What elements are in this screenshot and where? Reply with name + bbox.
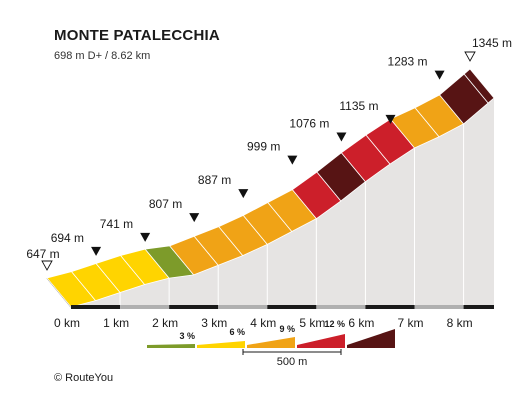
legend-grade-label: 9 % (279, 324, 295, 334)
elevation-label: 741 m (100, 217, 133, 231)
legend-swatch (297, 334, 345, 348)
chart-subtitle: 698 m D+ / 8.62 km (54, 50, 151, 62)
km-tick-label: 6 km (348, 316, 374, 330)
start-marker (41, 260, 53, 271)
profile-front-face (71, 98, 494, 307)
km-marker (91, 246, 102, 256)
elevation-label: 887 m (198, 173, 231, 187)
legend-swatch (247, 337, 295, 348)
legend-grade-label: 3 % (179, 331, 195, 341)
copyright-credit: © RouteYou (54, 372, 114, 384)
km-tick-label: 2 km (152, 316, 178, 330)
legend-grade-label: 12 % (324, 319, 345, 329)
elevation-label: 694 m (51, 231, 84, 245)
km-tick-label: 5 km (299, 316, 325, 330)
elevation-label: 1076 m (289, 117, 329, 131)
km-marker (287, 155, 298, 165)
km-marker (434, 70, 445, 80)
km-tick-label: 1 km (103, 316, 129, 330)
chart-title: MONTE PATALECCHIA (54, 27, 220, 44)
km-marker (238, 189, 249, 199)
grade-segment (463, 68, 495, 104)
km-tick-label: 3 km (201, 316, 227, 330)
elevation-label: 807 m (149, 197, 182, 211)
legend-swatch (147, 344, 195, 348)
elevation-label: 999 m (247, 140, 280, 154)
elevation-label: 1283 m (388, 55, 428, 69)
summit-marker (464, 51, 476, 62)
elevation-label: 1345 m (472, 36, 512, 50)
legend-swatch (347, 329, 395, 348)
legend-swatch (197, 341, 245, 348)
km-marker (140, 232, 151, 242)
elevation-label: 647 m (26, 247, 59, 261)
km-tick-label: 8 km (447, 316, 473, 330)
km-marker (336, 132, 347, 142)
legend-scale-label: 500 m (277, 356, 308, 368)
km-tick-label: 7 km (397, 316, 423, 330)
km-tick-label: 0 km (54, 316, 80, 330)
km-tick-label: 4 km (250, 316, 276, 330)
legend-grade-label: 6 % (229, 327, 245, 337)
elevation-label: 1135 m (339, 99, 378, 113)
km-marker (189, 213, 200, 223)
km-marker (385, 114, 396, 124)
